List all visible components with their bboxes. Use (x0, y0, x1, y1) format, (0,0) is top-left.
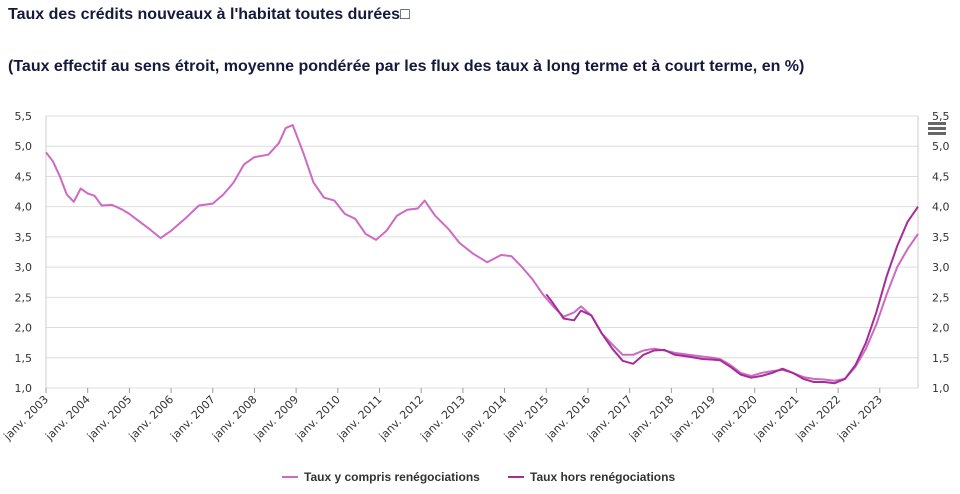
x-tick-label: janv. 2019 (668, 393, 719, 444)
y-tick-right: 1,0 (932, 382, 950, 395)
y-tick-right: 3,5 (932, 231, 950, 244)
y-tick-right: 2,0 (932, 322, 950, 335)
x-tick-label: janv. 2023 (834, 393, 885, 444)
y-tick-right: 4,5 (932, 170, 950, 183)
y-tick-left: 3,5 (15, 231, 33, 244)
y-tick-right: 2,5 (932, 291, 950, 304)
x-tick-label: janv. 2018 (626, 393, 677, 444)
y-tick-right: 5,5 (932, 110, 950, 123)
legend-swatch-series-1 (282, 476, 298, 478)
chart-title: Taux des crédits nouveaux à l'habitat to… (8, 6, 410, 23)
x-tick-label: janv. 2020 (709, 393, 760, 444)
x-tick-label: janv. 2015 (501, 393, 552, 444)
y-tick-right: 4,0 (932, 201, 950, 214)
y-tick-left: 1,0 (15, 382, 33, 395)
x-tick-label: janv. 2014 (459, 393, 510, 444)
x-tick-label: janv. 2006 (126, 393, 177, 444)
x-tick-label: janv. 2022 (793, 393, 844, 444)
series-line-2 (545, 206, 919, 385)
y-axis-left: 1,0 1,5 2,0 2,5 3,0 3,5 4,0 4,5 5,0 5,5 (15, 110, 33, 395)
legend-swatch-series-2 (508, 476, 524, 478)
hamburger-menu-icon[interactable] (926, 120, 948, 138)
x-tick-label: janv. 2011 (334, 393, 385, 444)
x-tick-label: janv. 2013 (418, 393, 469, 444)
x-tick-label: janv. 2008 (209, 393, 260, 444)
y-tick-left: 2,5 (15, 291, 33, 304)
series-lines (45, 124, 919, 385)
x-tick-label: janv. 2010 (292, 393, 343, 444)
x-tick-label: janv. 2007 (167, 393, 218, 444)
x-tick-label: janv. 2021 (751, 393, 802, 444)
x-tick-label: janv. 2012 (376, 393, 427, 444)
series-line-1 (45, 124, 919, 382)
x-tick-label: janv. 2016 (543, 393, 594, 444)
legend-label-series-2: Taux hors renégociations (530, 470, 676, 484)
legend: Taux y compris renégociations Taux hors … (0, 470, 960, 488)
y-tick-left: 4,5 (15, 170, 33, 183)
legend-item-series-1[interactable]: Taux y compris renégociations (282, 470, 480, 484)
y-tick-left: 2,0 (15, 322, 33, 335)
y-tick-left: 1,5 (15, 352, 33, 365)
y-tick-right: 5,0 (932, 140, 950, 153)
x-tick-label: janv. 2003 (1, 393, 52, 444)
legend-item-series-2[interactable]: Taux hors renégociations (508, 470, 675, 484)
y-tick-left: 4,0 (15, 201, 33, 214)
y-tick-left: 5,5 (15, 110, 33, 123)
chart-subtitle: (Taux effectif au sens étroit, moyenne p… (8, 58, 805, 75)
x-tick-label: janv. 2017 (584, 393, 635, 444)
y-tick-left: 3,0 (15, 261, 33, 274)
x-tick-label: janv. 2005 (84, 393, 135, 444)
y-axis-right: 1,0 1,5 2,0 2,5 3,0 3,5 4,0 4,5 5,0 5,5 (932, 110, 950, 395)
y-tick-right: 1,5 (932, 352, 950, 365)
x-tick-label: janv. 2004 (42, 393, 93, 444)
legend-label-series-1: Taux y compris renégociations (304, 470, 480, 484)
x-tick-label: janv. 2009 (251, 393, 302, 444)
y-tick-right: 3,0 (932, 261, 950, 274)
chart-grid (45, 115, 919, 389)
y-tick-left: 5,0 (15, 140, 33, 153)
